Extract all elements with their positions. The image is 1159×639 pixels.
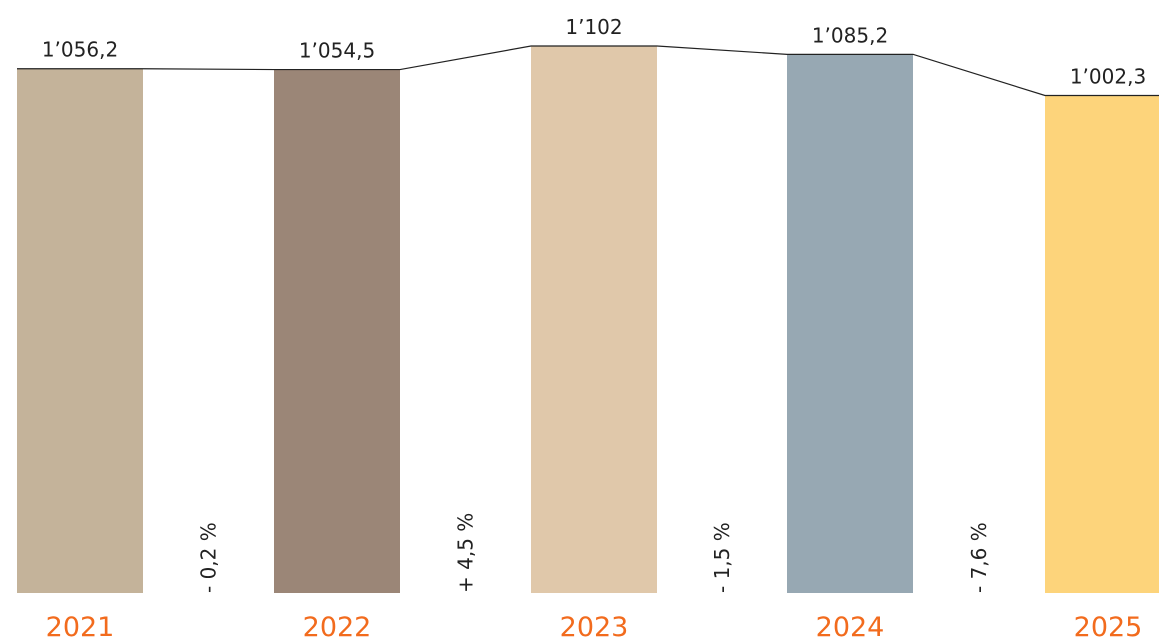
bar-2021 [17,68,143,593]
year-label-2025: 2025 [1074,612,1143,639]
year-label-2022: 2022 [303,612,372,639]
value-label-2024: 1’085,2 [812,23,888,47]
year-label-2023: 2023 [560,612,629,639]
value-labels-layer: 1’056,2 1’054,5 1’102 1’085,2 1’002,3 [42,15,1146,88]
bar-2024 [787,54,913,594]
value-label-2021: 1’056,2 [42,38,118,62]
connector-line [17,45,1159,97]
year-label-2024: 2024 [816,612,885,639]
year-labels-layer: 2021 2022 2023 2024 2025 [46,612,1143,639]
change-labels-layer: - 0,2 % + 4,5 % - 1,5 % - 7,6 % [197,513,992,593]
bars-layer [17,46,1159,594]
bar-2022 [274,69,400,594]
bar-2023 [531,46,657,593]
change-label-4: - 7,6 % [967,522,991,593]
value-label-2025: 1’002,3 [1070,64,1146,88]
value-label-2022: 1’054,5 [299,39,375,63]
value-label-2023: 1’102 [565,15,622,39]
change-label-2: + 4,5 % [454,513,478,593]
change-label-3: - 1,5 % [710,522,734,593]
bar-2025 [1045,95,1159,594]
year-label-2021: 2021 [46,612,115,639]
change-label-1: - 0,2 % [197,522,221,593]
connector-line-layer [17,45,1159,97]
